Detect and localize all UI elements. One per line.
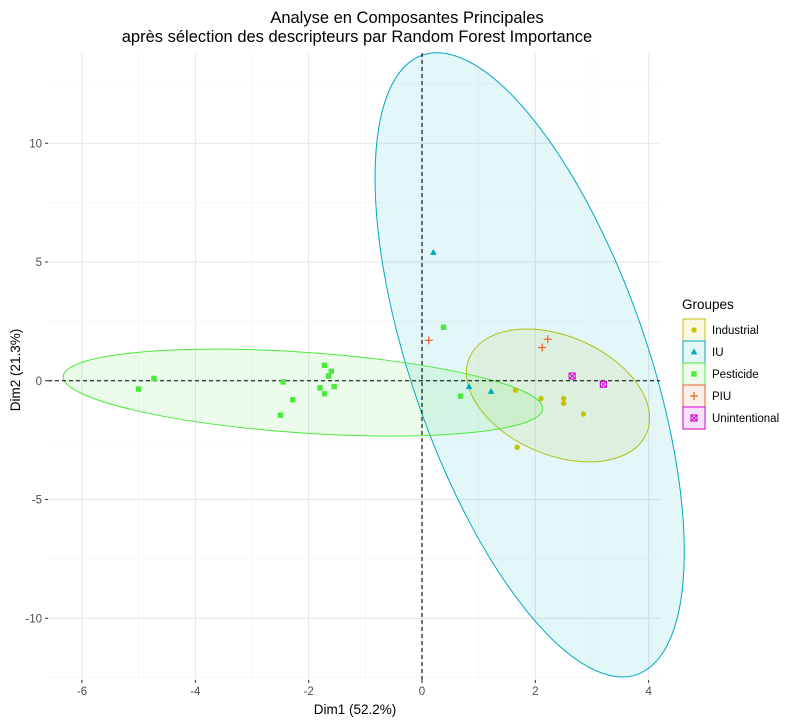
x-tick-label: -4 [190, 686, 201, 698]
data-point-industrial [512, 387, 519, 393]
legend-marker-industrial [691, 327, 697, 333]
chart-title-line1: Analyse en Composantes Principales [270, 9, 543, 27]
grid [48, 53, 660, 680]
axis-ticks: -6 -4 -2 0 2 4 -10 -5 0 5 10 [25, 138, 652, 698]
x-tick-label: 2 [532, 686, 538, 698]
data-point-piu [424, 336, 433, 345]
legend-key-piu [682, 384, 706, 408]
legend-title: Groupes [682, 297, 734, 312]
data-point-pesticide [321, 391, 328, 397]
data-point-industrial [560, 395, 567, 402]
data-point-iu [487, 387, 495, 394]
legend: Groupes Industrial IU Pesticide PIU Unintent… [682, 297, 779, 430]
data-point-industrial [538, 395, 544, 402]
legend-marker-iu [690, 348, 698, 355]
y-tick-label: 0 [36, 376, 42, 388]
legend-marker-pesticide [691, 371, 697, 377]
data-point-pesticide [135, 386, 142, 392]
y-tick-label: 5 [36, 257, 42, 269]
legend-label-industrial: Industrial [712, 325, 759, 337]
data-point-pesticide [457, 393, 464, 399]
y-tick-label: -5 [32, 495, 42, 507]
data-point-pesticide [280, 379, 286, 385]
data-points [135, 248, 607, 450]
legend-key-unintentional [682, 406, 706, 430]
y-tick-label: -10 [25, 613, 42, 625]
data-point-industrial [514, 444, 520, 450]
data-point-pesticide [321, 362, 328, 369]
data-point-pesticide [440, 324, 447, 331]
legend-marker-unintentional [690, 414, 698, 422]
ellipse-pesticide [62, 348, 544, 437]
chart-title-line2: après sélection des descripteurs par Ran… [122, 28, 592, 46]
x-tick-label: -2 [304, 686, 314, 698]
data-point-iu [430, 248, 437, 255]
legend-key-industrial [682, 318, 706, 342]
legend-label-pesticide: Pesticide [712, 369, 759, 381]
data-point-pesticide [325, 373, 332, 379]
data-point-pesticide [290, 397, 296, 403]
data-point-unintentional [599, 380, 607, 388]
legend-label-piu: PIU [712, 391, 731, 403]
data-point-pesticide [151, 375, 157, 382]
data-point-industrial [560, 400, 567, 407]
data-point-pesticide [317, 385, 323, 391]
data-point-pesticide [277, 412, 284, 418]
data-point-unintentional [568, 372, 576, 380]
data-point-pesticide [331, 383, 337, 390]
data-point-industrial [580, 411, 587, 417]
confidence-ellipses [62, 52, 685, 678]
x-tick-label: 0 [419, 686, 425, 698]
y-axis-label: Dim2 (21.3%) [8, 329, 23, 412]
legend-key-pesticide [682, 362, 706, 386]
data-point-pesticide [328, 368, 335, 374]
data-point-iu [465, 383, 473, 390]
ellipse-industrial [465, 328, 651, 463]
legend-label-unintentional: Unintentional [712, 413, 779, 425]
legend-key-iu [682, 340, 706, 364]
legend-label-iu: IU [712, 347, 724, 359]
y-tick-label: 10 [29, 138, 42, 150]
legend-marker-piu [690, 392, 698, 400]
data-point-piu [543, 335, 552, 344]
x-tick-label: 4 [645, 686, 652, 698]
reference-lines [48, 53, 660, 680]
data-point-piu [538, 343, 547, 352]
x-axis-label: Dim1 (52.2%) [314, 702, 397, 717]
x-tick-label: -6 [77, 686, 87, 698]
